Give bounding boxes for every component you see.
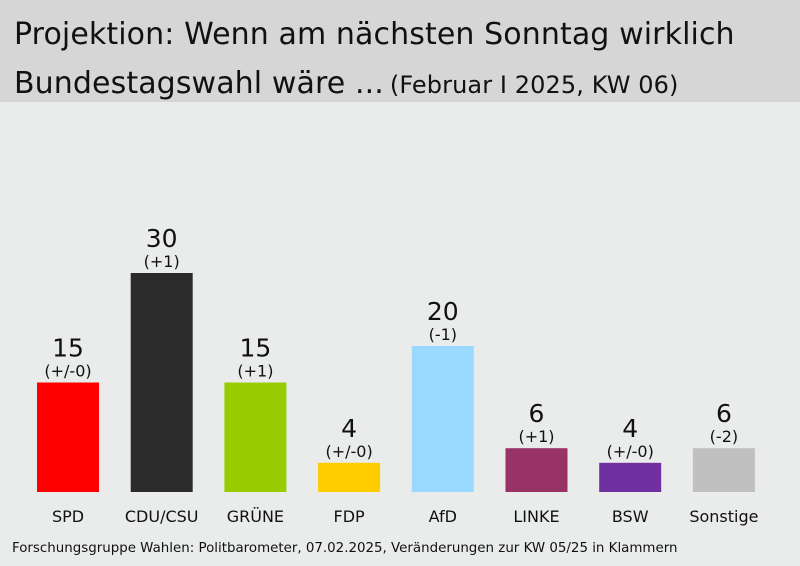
change-label-sonstige: (-2) (710, 427, 738, 446)
category-label-spd: SPD (52, 507, 84, 526)
value-label-gr-ne: 15 (239, 334, 271, 363)
bar-cdu-csu (130, 273, 193, 492)
change-label-spd: (+/-0) (44, 362, 91, 381)
change-label-gr-ne: (+1) (237, 362, 273, 381)
category-label-linke: LINKE (513, 507, 559, 526)
source-note: Forschungsgruppe Wahlen: Politbarometer,… (12, 541, 678, 556)
chart-title-line-1: Projektion: Wenn am nächsten Sonntag wir… (14, 17, 735, 52)
value-label-linke: 6 (529, 399, 545, 428)
bar-afd (411, 346, 474, 492)
category-label-bsw: BSW (612, 507, 649, 526)
category-label-gr-ne: GRÜNE (227, 507, 284, 526)
category-label-cdu-csu: CDU/CSU (125, 507, 199, 526)
bar-gr-ne (224, 382, 287, 492)
chart-title-line-2: Bundestagswahl wäre ... (Februar I 2025, … (14, 66, 678, 101)
value-label-spd: 15 (52, 334, 84, 363)
chart-title-main: Bundestagswahl wäre ... (14, 66, 384, 101)
category-label-sonstige: Sonstige (689, 507, 758, 526)
category-label-afd: AfD (429, 507, 457, 526)
change-label-afd: (-1) (429, 325, 457, 344)
bar-spd (37, 382, 99, 492)
change-label-fdp: (+/-0) (325, 442, 372, 461)
value-label-fdp: 4 (341, 414, 357, 443)
value-label-cdu-csu: 30 (146, 224, 178, 253)
bar-linke (505, 448, 568, 492)
bar-fdp (318, 462, 381, 492)
change-label-linke: (+1) (518, 427, 554, 446)
bar-sonstige (692, 448, 755, 492)
category-label-fdp: FDP (334, 507, 366, 526)
value-label-sonstige: 6 (716, 399, 732, 428)
value-label-bsw: 4 (622, 414, 638, 443)
chart-subtitle: (Februar I 2025, KW 06) (389, 71, 679, 99)
value-label-afd: 20 (427, 297, 459, 326)
title-banner (0, 0, 800, 102)
change-label-cdu-csu: (+1) (144, 252, 180, 271)
change-label-bsw: (+/-0) (607, 442, 654, 461)
bar-bsw (599, 462, 662, 492)
